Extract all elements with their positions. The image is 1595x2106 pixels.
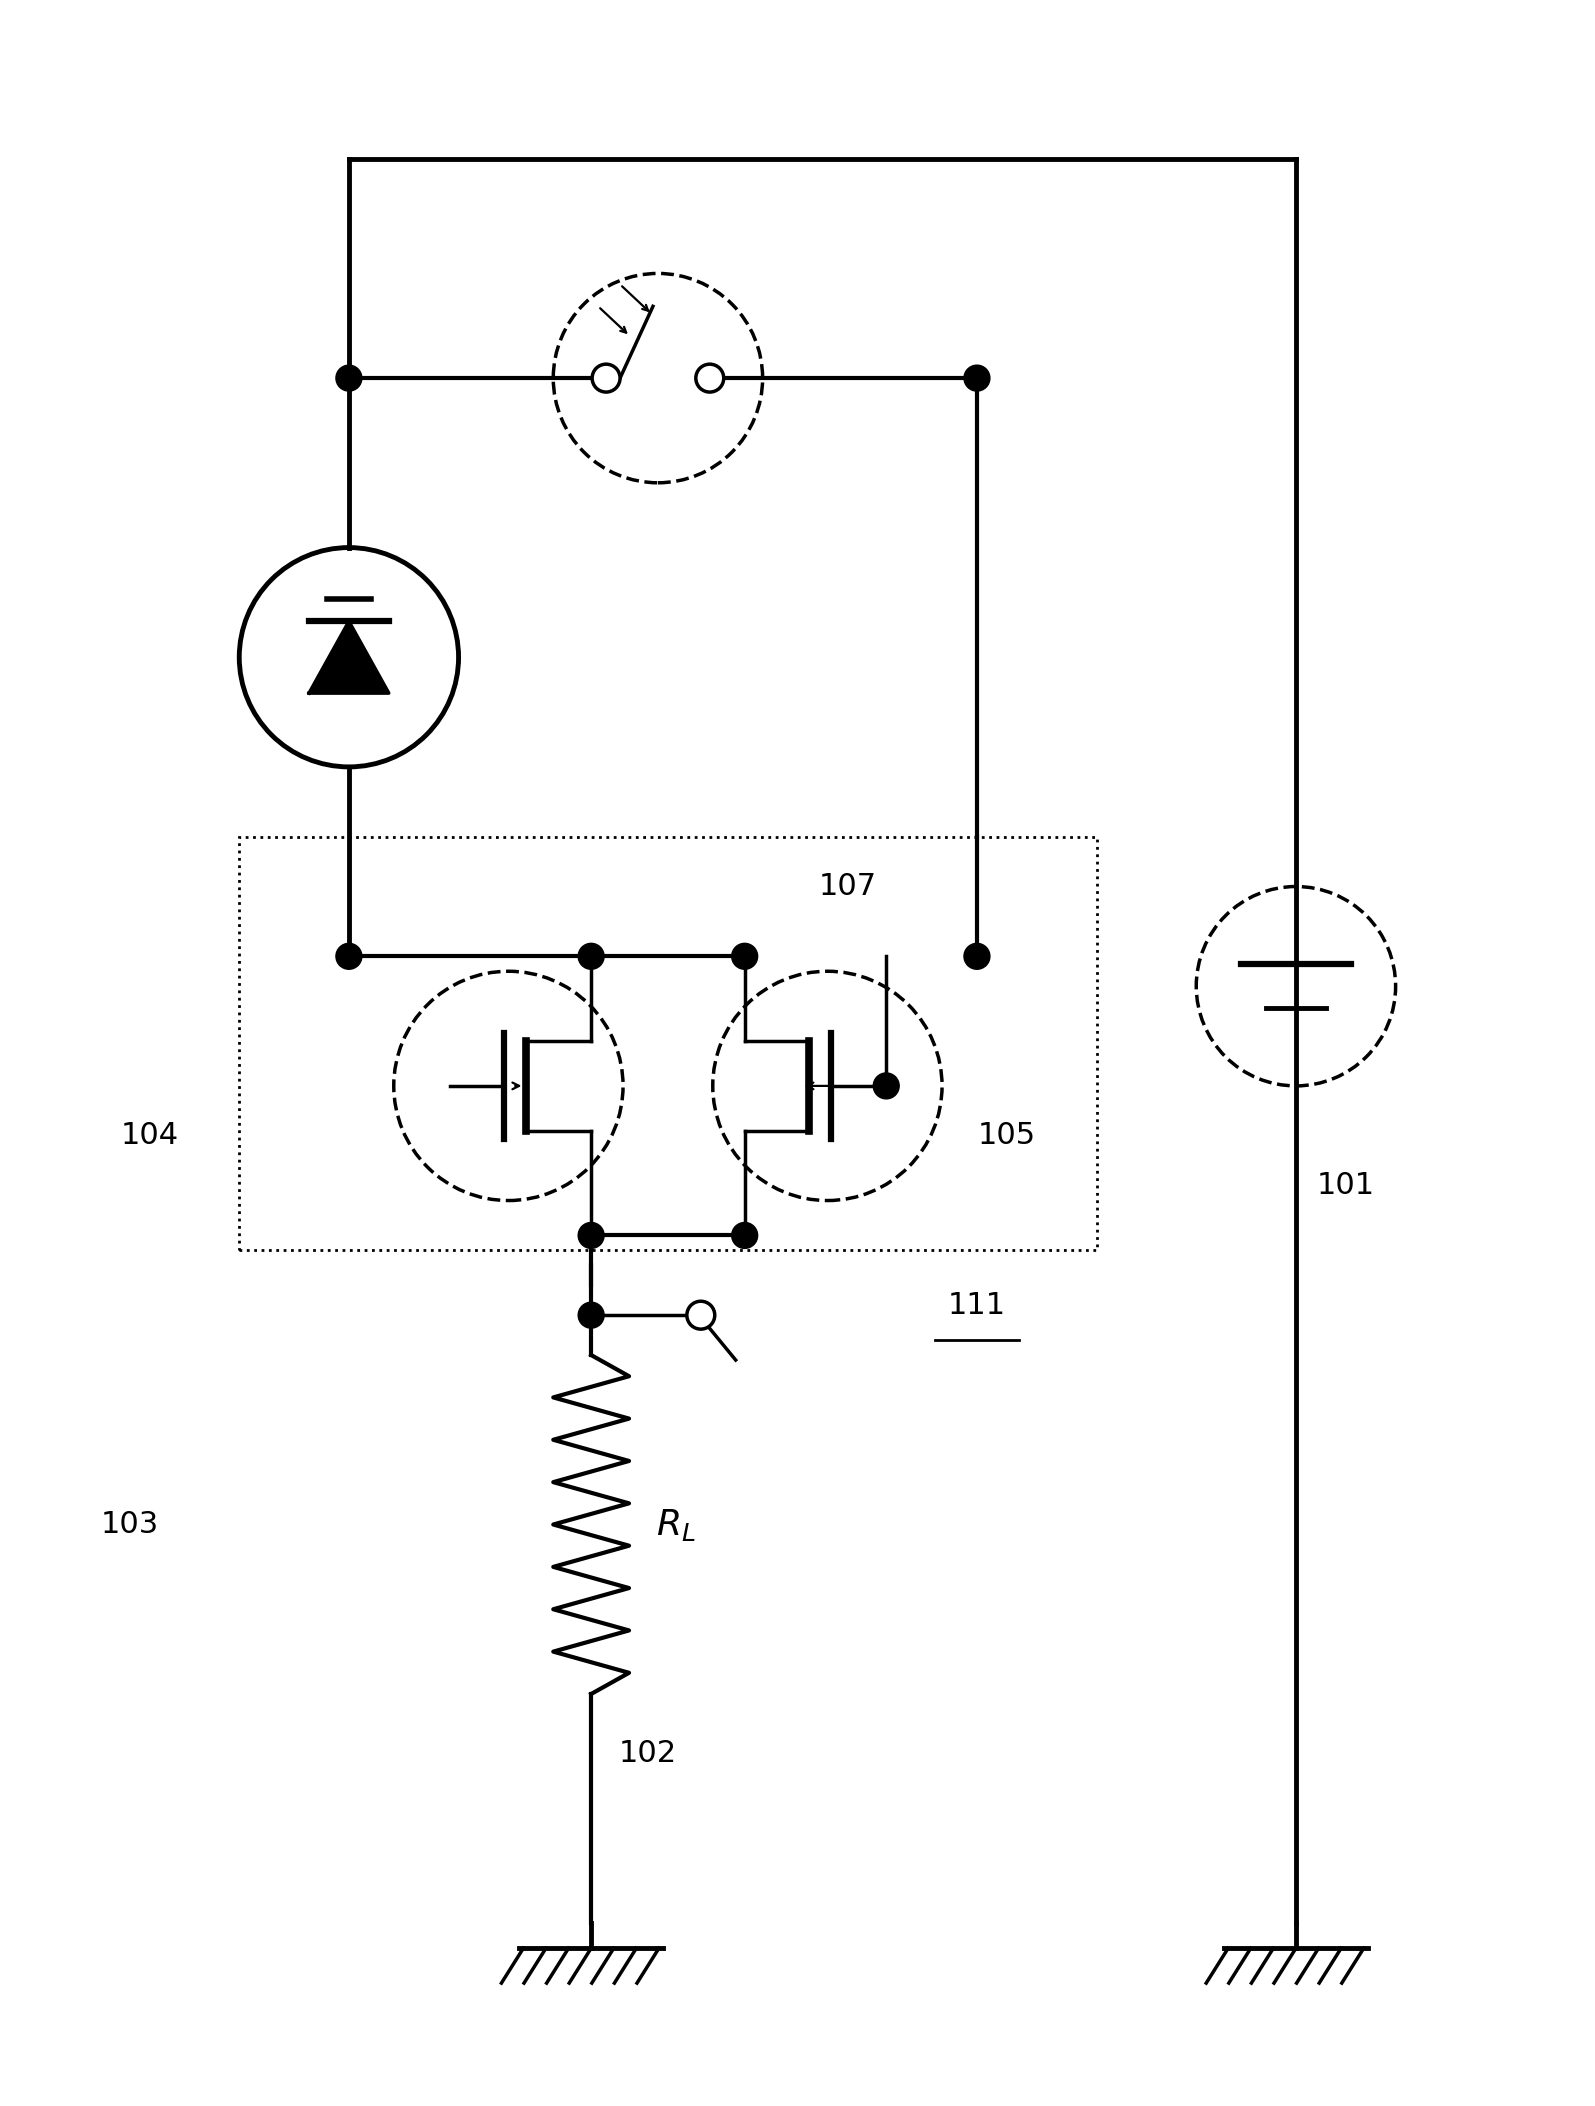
Polygon shape [309, 621, 389, 693]
Circle shape [695, 364, 724, 392]
Circle shape [337, 943, 362, 969]
Text: 103: 103 [100, 1510, 160, 1539]
Circle shape [579, 1302, 605, 1329]
Circle shape [874, 1072, 900, 1099]
Text: 102: 102 [619, 1740, 676, 1769]
Circle shape [579, 943, 605, 969]
Text: 111: 111 [947, 1291, 1006, 1320]
Text: 107: 107 [818, 872, 876, 901]
Circle shape [687, 1302, 715, 1329]
Text: $R_L$: $R_L$ [656, 1506, 695, 1542]
Text: 101: 101 [1317, 1171, 1375, 1200]
Circle shape [592, 364, 620, 392]
Circle shape [963, 364, 990, 392]
Text: 105: 105 [978, 1120, 1035, 1150]
Circle shape [337, 364, 362, 392]
Text: 104: 104 [121, 1120, 179, 1150]
Circle shape [732, 943, 758, 969]
Circle shape [732, 1221, 758, 1249]
Circle shape [579, 1221, 605, 1249]
Circle shape [963, 943, 990, 969]
